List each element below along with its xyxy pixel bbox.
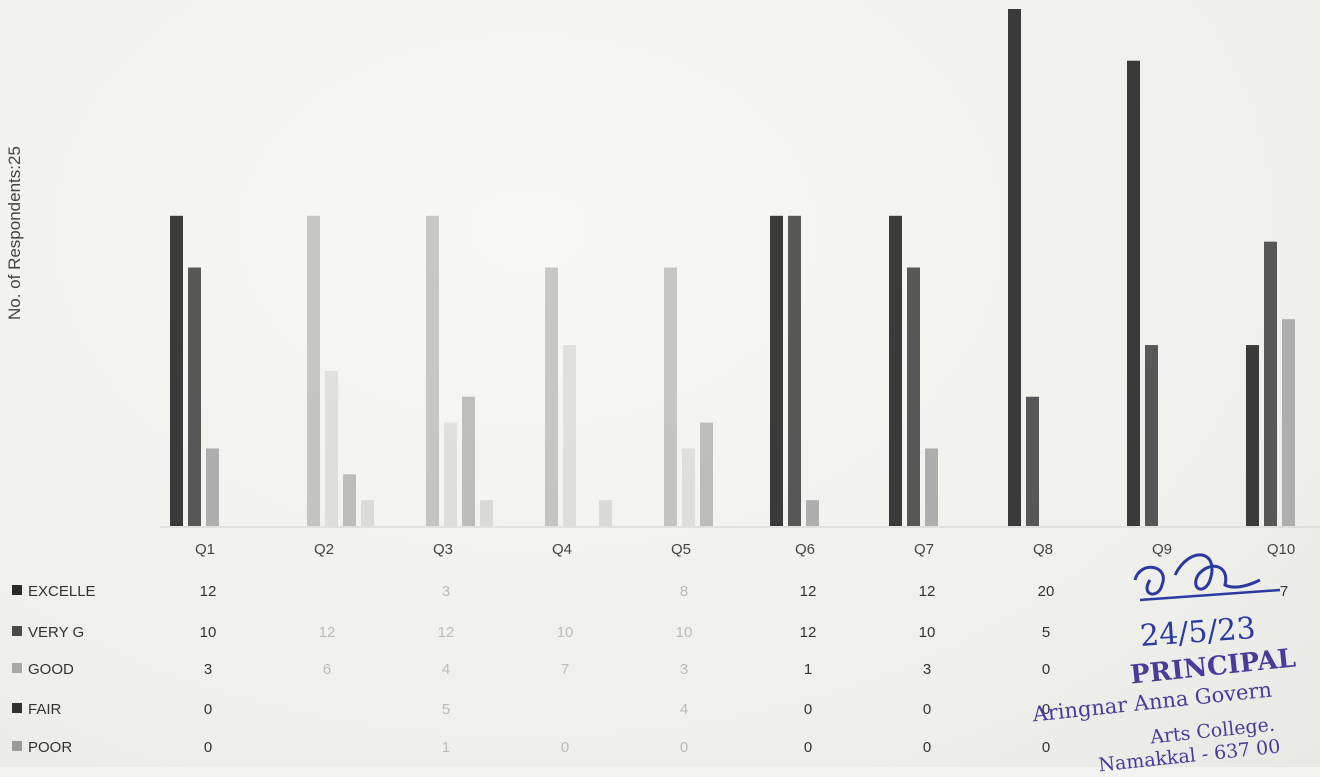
bar-q2-poor <box>361 500 374 526</box>
table-cell: 3 <box>442 583 450 600</box>
bar-q2-good <box>325 370 338 526</box>
table-cell: 0 <box>204 701 212 718</box>
table-cell: 0 <box>204 739 212 756</box>
bar-q1-good <box>206 448 219 526</box>
legend-swatch <box>12 741 22 751</box>
bar-q6-excelle <box>770 215 783 527</box>
bar-q8-very-g <box>1026 396 1039 526</box>
bar-q3-fair <box>462 396 475 526</box>
table-cell: 7 <box>1280 583 1288 600</box>
table-cell: 3 <box>923 661 931 678</box>
table-cell: 0 <box>1042 701 1050 718</box>
legend-label: GOOD <box>28 661 74 678</box>
legend-label: FAIR <box>28 701 62 718</box>
legend-swatch <box>12 626 22 636</box>
bar-q4-very-g <box>545 267 558 526</box>
bar-q2-very-g <box>307 215 320 527</box>
x-tick-label: Q1 <box>195 541 215 558</box>
table-cell: 6 <box>323 661 331 678</box>
legend-label: VERY G <box>28 624 84 641</box>
table-cell: 7 <box>561 661 569 678</box>
bar-q3-poor <box>480 500 493 526</box>
principal-stamp: 24/5/23 PRINCIPAL Aringnar Anna Govern A… <box>1031 540 1320 776</box>
bar-q10-very-g <box>1264 241 1277 526</box>
table-cell: 12 <box>800 583 817 600</box>
bar-q6-good <box>806 500 819 526</box>
legend-swatch <box>12 585 22 595</box>
table-cell: 12 <box>319 624 336 641</box>
x-tick-label: Q3 <box>433 541 453 558</box>
bar-q10-excelle <box>1246 345 1259 526</box>
bar-q7-excelle <box>889 215 902 527</box>
legend-label: POOR <box>28 739 72 756</box>
x-tick-label: Q4 <box>552 541 572 558</box>
bar-q3-good <box>444 422 457 526</box>
x-tick-label: Q9 <box>1152 541 1172 558</box>
legend-swatch <box>12 663 22 673</box>
bar-q5-good <box>682 448 695 526</box>
table-cell: 20 <box>1038 583 1055 600</box>
bar-q5-very-g <box>664 267 677 526</box>
bar-q1-very-g <box>188 267 201 526</box>
legend-swatch <box>12 703 22 713</box>
x-tick-label: Q6 <box>795 541 815 558</box>
table-cell: 0 <box>804 701 812 718</box>
x-tick-label: Q8 <box>1033 541 1053 558</box>
bar-q6-very-g <box>788 215 801 527</box>
signature-mark <box>1133 553 1281 602</box>
table-cell: 12 <box>438 624 455 641</box>
table-cell: 0 <box>923 701 931 718</box>
bar-q7-very-g <box>907 267 920 526</box>
table-cell: 5 <box>1042 624 1050 641</box>
table-cell: 1 <box>442 739 450 756</box>
table-cell: 5 <box>442 701 450 718</box>
x-tick-label: Q10 <box>1267 541 1295 558</box>
table-cell: 3 <box>680 661 688 678</box>
table-cell: 4 <box>442 661 450 678</box>
x-tick-label: Q2 <box>314 541 334 558</box>
table-cell: 1 <box>804 661 812 678</box>
table-cell: 3 <box>204 661 212 678</box>
table-cell: 0 <box>680 739 688 756</box>
bar-q8-excelle <box>1008 9 1021 526</box>
table-cell: 0 <box>1042 739 1050 756</box>
table-cell: 0 <box>1042 661 1050 678</box>
legend-label: EXCELLE <box>28 583 96 600</box>
x-tick-label: Q5 <box>671 541 691 558</box>
table-cell: 0 <box>923 739 931 756</box>
table-cell: 12 <box>200 583 217 600</box>
table-cell: 10 <box>676 624 693 641</box>
table-cell: 4 <box>680 701 688 718</box>
table-cell: 10 <box>200 624 217 641</box>
bar-q9-excelle <box>1127 60 1140 526</box>
table-cell: 12 <box>800 624 817 641</box>
bar-q4-good <box>563 345 576 526</box>
bar-q7-good <box>925 448 938 526</box>
table-cell: 12 <box>919 583 936 600</box>
bar-q1-excelle <box>170 215 183 527</box>
bar-q4-poor <box>599 500 612 526</box>
x-tick-label: Q7 <box>914 541 934 558</box>
table-cell: 10 <box>557 624 574 641</box>
table-cell: 8 <box>680 583 688 600</box>
bar-q3-very-g <box>426 215 439 527</box>
bar-q10-good <box>1282 319 1295 526</box>
table-cell: 0 <box>804 739 812 756</box>
table-cell: 0 <box>561 739 569 756</box>
bar-q9-very-g <box>1145 345 1158 526</box>
bar-q5-fair <box>700 422 713 526</box>
table-cell: 10 <box>919 624 936 641</box>
bar-q2-fair <box>343 474 356 526</box>
